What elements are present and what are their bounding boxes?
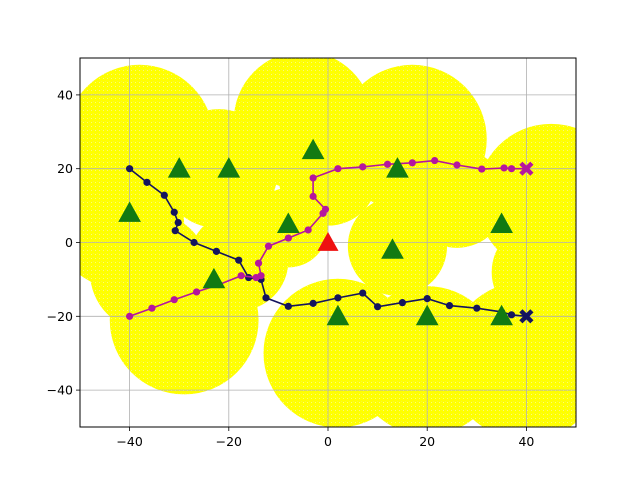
path-1-point-22 [478,165,486,173]
path-1-point-15 [309,174,317,182]
path-1-point-19 [408,159,416,167]
obstacle-triangle-3 [301,138,325,160]
path-1-point-5 [237,272,245,280]
path-0-point-18 [423,294,431,303]
x-tick-label-2: 0 [324,434,332,449]
path-1-point-24 [507,165,516,173]
path-0-point-12 [284,302,292,310]
path-0-point-6 [190,238,198,247]
obstacle-triangle-9 [326,304,350,326]
path-0-goal-x-marker [519,309,534,324]
path-1-point-21 [453,161,461,169]
obstacle-triangle-6 [381,238,404,259]
path-1-point-20 [431,156,439,165]
obstacle-triangle-4 [276,212,300,233]
path-0-point-2 [160,191,168,199]
obstacle-triangle-11 [490,304,513,326]
path-0-point-1 [143,178,151,186]
obstacle-triangle-7 [490,212,513,233]
path-1-point-17 [359,163,367,171]
obstacle-triangle-8 [202,267,226,289]
path-1-point-18 [383,160,392,168]
path-1-point-10 [284,234,292,242]
path-1-point-2 [170,296,178,304]
path-1-point-14 [309,192,317,200]
path-0-point-3 [170,208,178,216]
path-0-point-4 [174,218,182,227]
obstacle-triangle-1 [167,157,191,178]
path-0-point-7 [212,247,220,255]
y-tick-label-0: −40 [47,383,73,398]
obstacle-triangle-2 [217,157,241,178]
coverage-area-15 [447,281,576,427]
path-1-point-13 [321,205,330,213]
path-0-point-13 [309,299,317,307]
path-layer [126,156,527,320]
path-1-point-1 [148,304,156,312]
path-1-point-9 [264,242,273,250]
y-tick-label-2: 0 [65,235,73,250]
x-tick-label-3: 20 [419,434,435,449]
path-1-point-8 [254,259,263,267]
path-0-point-5 [171,227,179,235]
x-tick-label-1: −20 [216,434,242,449]
path-0-point-11 [262,294,270,302]
y-tick-label-4: 40 [57,87,73,102]
path-1-point-3 [192,288,201,296]
path-0-point-17 [398,299,406,307]
obstacle-triangle-10 [415,304,439,326]
path-1-point-23 [500,164,508,172]
path-1-point-0 [126,312,134,320]
y-tick-label-3: 20 [57,161,73,176]
path-0-point-0 [126,165,134,173]
marker-layer [118,138,534,326]
path-0-point-16 [374,303,382,311]
coverage-area-12 [347,196,448,296]
path-0-point-14 [334,294,342,302]
target-triangle [317,232,339,251]
obstacle-triangle-0 [118,201,141,222]
path-0-point-22 [507,311,516,319]
obstacle-triangle-5 [386,157,409,178]
path-1-point-11 [304,226,312,234]
path-0-point-19 [445,301,454,310]
x-tick-label-4: 40 [518,434,534,449]
tick-layer: −40 −20 0 20 40 −40 −20 0 20 40 [47,87,535,449]
y-tick-label-1: −20 [47,309,73,324]
path-1-point-7 [257,272,265,280]
path-0-point-20 [473,304,481,312]
x-tick-label-0: −40 [116,434,142,449]
path-1-point-16 [334,165,342,173]
path-1-goal-x-marker [519,161,534,176]
path-0-point-15 [359,289,367,297]
path-0-point-8 [235,256,243,264]
